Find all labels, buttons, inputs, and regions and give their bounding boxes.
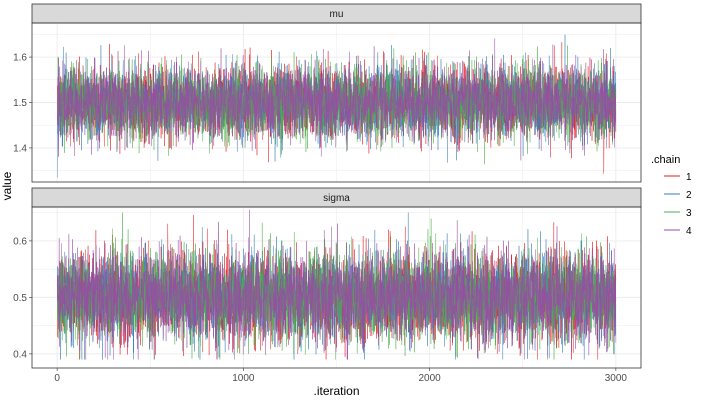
panel-sigma: sigma 0.4 0.5 0.6: [13, 187, 642, 369]
x-axis-title: .iteration: [313, 384, 359, 398]
strip-label-mu: mu: [330, 9, 344, 20]
x-tick-label: 1000: [232, 373, 255, 384]
y-tick-label: 0.4: [13, 349, 27, 360]
series-mu: [57, 34, 617, 178]
y-tick-label: 1.6: [13, 53, 27, 64]
y-axis-sigma: 0.4 0.5 0.6: [13, 236, 32, 360]
series-sigma: [57, 209, 617, 360]
trace-line-sigma-chain-4: [57, 209, 617, 360]
trace-line-mu-chain-4: [57, 38, 617, 161]
legend-label-chain-2: 2: [686, 190, 692, 201]
x-tick-label: 0: [54, 373, 60, 384]
legend-label-chain-4: 4: [686, 226, 692, 237]
x-tick-label: 2000: [418, 373, 441, 384]
panel-border-sigma: [31, 206, 642, 369]
legend-label-chain-1: 1: [686, 172, 692, 183]
legend: .chain 1 2 3 4: [651, 154, 692, 237]
y-axis-mu: 1.4 1.5 1.6: [13, 53, 32, 154]
y-tick-label: 0.5: [13, 293, 27, 304]
legend-title: .chain: [651, 154, 680, 166]
strip-label-sigma: sigma: [323, 193, 350, 204]
x-tick-label: 3000: [605, 373, 628, 384]
panel-mu: mu 1.4 1.5 1.6: [13, 3, 642, 183]
y-tick-label: 0.6: [13, 236, 27, 247]
y-tick-label: 1.5: [13, 98, 27, 109]
y-tick-label: 1.4: [13, 143, 27, 154]
x-axis: 0 1000 2000 3000: [54, 368, 627, 384]
legend-label-chain-3: 3: [686, 208, 692, 219]
y-axis-title: value: [0, 171, 14, 200]
